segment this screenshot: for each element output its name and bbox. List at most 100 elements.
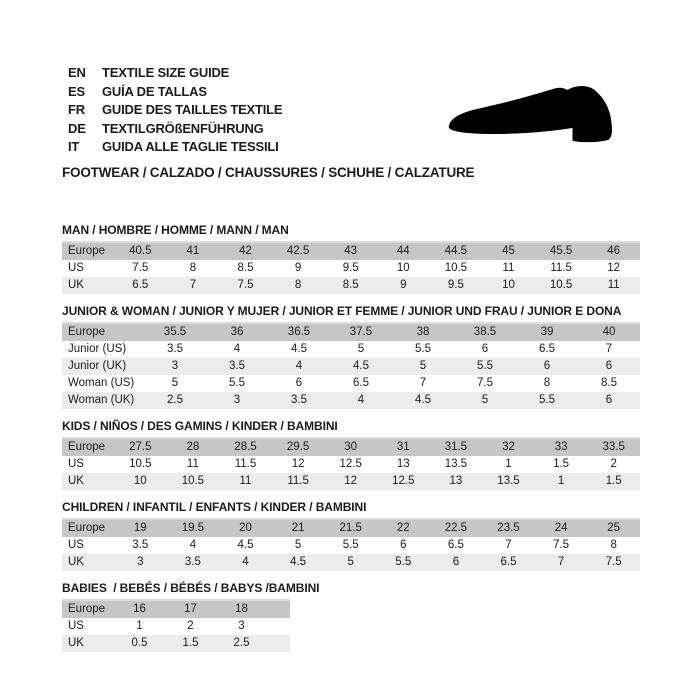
size-cell: 4.5 [291, 342, 307, 355]
size-cell: 41 [186, 244, 200, 257]
table-row: US 3.5 4 4.5 5 5.5 6 6.5 7 7.5 8 [62, 537, 640, 554]
size-cell: 6 [605, 393, 613, 406]
language-code: FR [68, 102, 85, 117]
row-label: Junior (US) [68, 342, 127, 355]
size-cell: 10.5 [129, 457, 152, 470]
size-cell: 4 [357, 393, 365, 406]
size-section-junior-woman: JUNIOR & WOMAN / JUNIOR Y MUJER / JUNIOR… [62, 305, 640, 409]
size-cell: 17 [184, 602, 197, 615]
table-row: UK 3 3.5 4 4.5 5 5.5 6 6.5 7 7.5 [62, 553, 640, 571]
size-cell: 11 [239, 474, 252, 487]
row-label: Europe [68, 244, 106, 257]
size-cell: 1.5 [553, 457, 570, 470]
size-table: Europe 27.5 28 28.5 29.5 30 31 31.5 32 33 33.5 US 10… [62, 436, 640, 490]
size-cell: 7 [189, 278, 197, 291]
size-cell: 5 [357, 342, 365, 355]
table-row: US 7.5 8 8.5 9 9.5 10 10.5 11 11.5 12 [62, 260, 640, 277]
section-title: KIDS / NIÑOS / DES GAMINS / KINDER / BAM… [62, 418, 338, 433]
size-cell: 21 [291, 521, 305, 534]
table-row: Europe 19 19.5 20 21 21.5 22 22.5 23.5 24 25 [62, 519, 640, 537]
size-cell: 3 [238, 619, 245, 632]
table-row: Junior (UK) 3 3.5 4 4.5 5 5.5 6 6 [62, 357, 640, 375]
size-cell: 8 [543, 376, 551, 389]
size-cell: 11 [502, 261, 515, 274]
size-cell: 7.5 [553, 538, 570, 551]
size-cell: 5.5 [539, 393, 555, 406]
size-cell: 31.5 [444, 440, 468, 453]
size-cell: 3.5 [229, 359, 245, 372]
row-label: Junior (UK) [68, 359, 127, 372]
size-cell: 2 [187, 619, 194, 632]
size-cell: 22 [396, 521, 410, 534]
size-section-man: MAN / HOMBRE / HOMME / MANN / MAN Europe 4… [62, 224, 640, 294]
section-title: MAN / HOMBRE / HOMME / MANN / MAN [62, 222, 289, 237]
table-row: Junior (US) 3.5 4 4.5 5 5.5 6 6.5 7 [62, 341, 640, 358]
size-cell: 5.5 [415, 342, 431, 355]
size-cell: 12 [344, 474, 358, 487]
size-cell: 2 [610, 457, 617, 470]
size-cell: 5 [294, 538, 302, 551]
size-cell: 6.5 [500, 555, 517, 568]
size-cell: 44 [396, 244, 410, 257]
size-cell: 8 [610, 538, 617, 551]
language-row: DE TEXTILGRÖßENFÜHRUNG [62, 120, 640, 139]
size-cell: 6 [400, 538, 407, 551]
row-label: Europe [68, 521, 106, 534]
size-table: Europe 40.5 41 42 42.5 43 44 44.5 45 45.5 46 US 7.5 8… [62, 240, 640, 294]
size-cell: 46 [607, 244, 621, 257]
size-section-babies: BABIES / BEBÉS / BÉBÉS / BABYS /BAMBINI E… [62, 582, 640, 652]
size-cell: 6.5 [447, 538, 464, 551]
size-cell: 40.5 [129, 244, 152, 257]
size-cell: 9 [400, 278, 407, 291]
size-cell: 33 [554, 440, 568, 453]
size-cell: 7 [605, 342, 613, 355]
language-list: EN TEXTILE SIZE GUIDE ES GUÍA DE TALLAS … [62, 64, 640, 157]
table-row: Europe 27.5 28 28.5 29.5 30 31 31.5 32 33 33.5 [62, 438, 640, 456]
size-cell: 7 [419, 376, 427, 389]
size-section-kids: KIDS / NIÑOS / DES GAMINS / KINDER / BAM… [62, 420, 640, 490]
size-cell: 4 [233, 342, 241, 355]
size-cell: 39 [540, 325, 554, 338]
size-cell: 3.5 [132, 538, 149, 551]
language-label: GUIDA ALLE TAGLIE TESSILI [102, 139, 279, 154]
size-cell: 6.5 [353, 376, 369, 389]
size-cell: 28 [186, 440, 200, 453]
language-label: GUIDE DES TAILLES TEXTILE [102, 102, 283, 117]
size-cell: 6 [605, 359, 613, 372]
size-cell: 30 [344, 440, 358, 453]
size-cell: 5 [347, 555, 354, 568]
size-cell: 13.5 [444, 457, 468, 470]
language-code: IT [68, 139, 80, 154]
size-cell: 5.5 [395, 555, 412, 568]
row-label: Europe [68, 602, 106, 615]
size-cell: 10.5 [444, 261, 468, 274]
size-cell: 24 [554, 521, 568, 534]
size-cell: 13.5 [497, 474, 520, 487]
size-cell: 45.5 [549, 244, 573, 257]
size-cell: 7 [557, 555, 565, 568]
size-cell: 6 [295, 376, 303, 389]
size-cell: 12.5 [392, 474, 415, 487]
size-cell: 4.5 [237, 538, 254, 551]
size-cell: 38 [416, 325, 430, 338]
language-row: IT GUIDA ALLE TAGLIE TESSILI [62, 138, 640, 157]
size-cell: 4.5 [415, 393, 431, 406]
size-cell: 10.5 [181, 474, 205, 487]
size-cell: 9.5 [342, 261, 359, 274]
size-cell: 4 [242, 555, 249, 568]
language-code: DE [68, 120, 86, 136]
size-cell: 5 [171, 376, 179, 389]
language-row: EN TEXTILE SIZE GUIDE [62, 64, 640, 83]
row-label: US [68, 538, 84, 551]
spacer-cell [267, 635, 290, 652]
size-cell: 2.5 [167, 393, 183, 406]
size-cell: 11 [607, 278, 620, 291]
size-cell: 19.5 [181, 521, 205, 534]
size-cell: 33.5 [602, 440, 625, 453]
size-cell: 1 [136, 619, 143, 632]
size-cell: 6 [543, 359, 551, 372]
table-row: Woman (US) 5 5.5 6 6.5 7 7.5 8 8.5 [62, 375, 640, 392]
size-cell: 29.5 [286, 440, 310, 453]
size-cell: 5.5 [477, 359, 493, 372]
